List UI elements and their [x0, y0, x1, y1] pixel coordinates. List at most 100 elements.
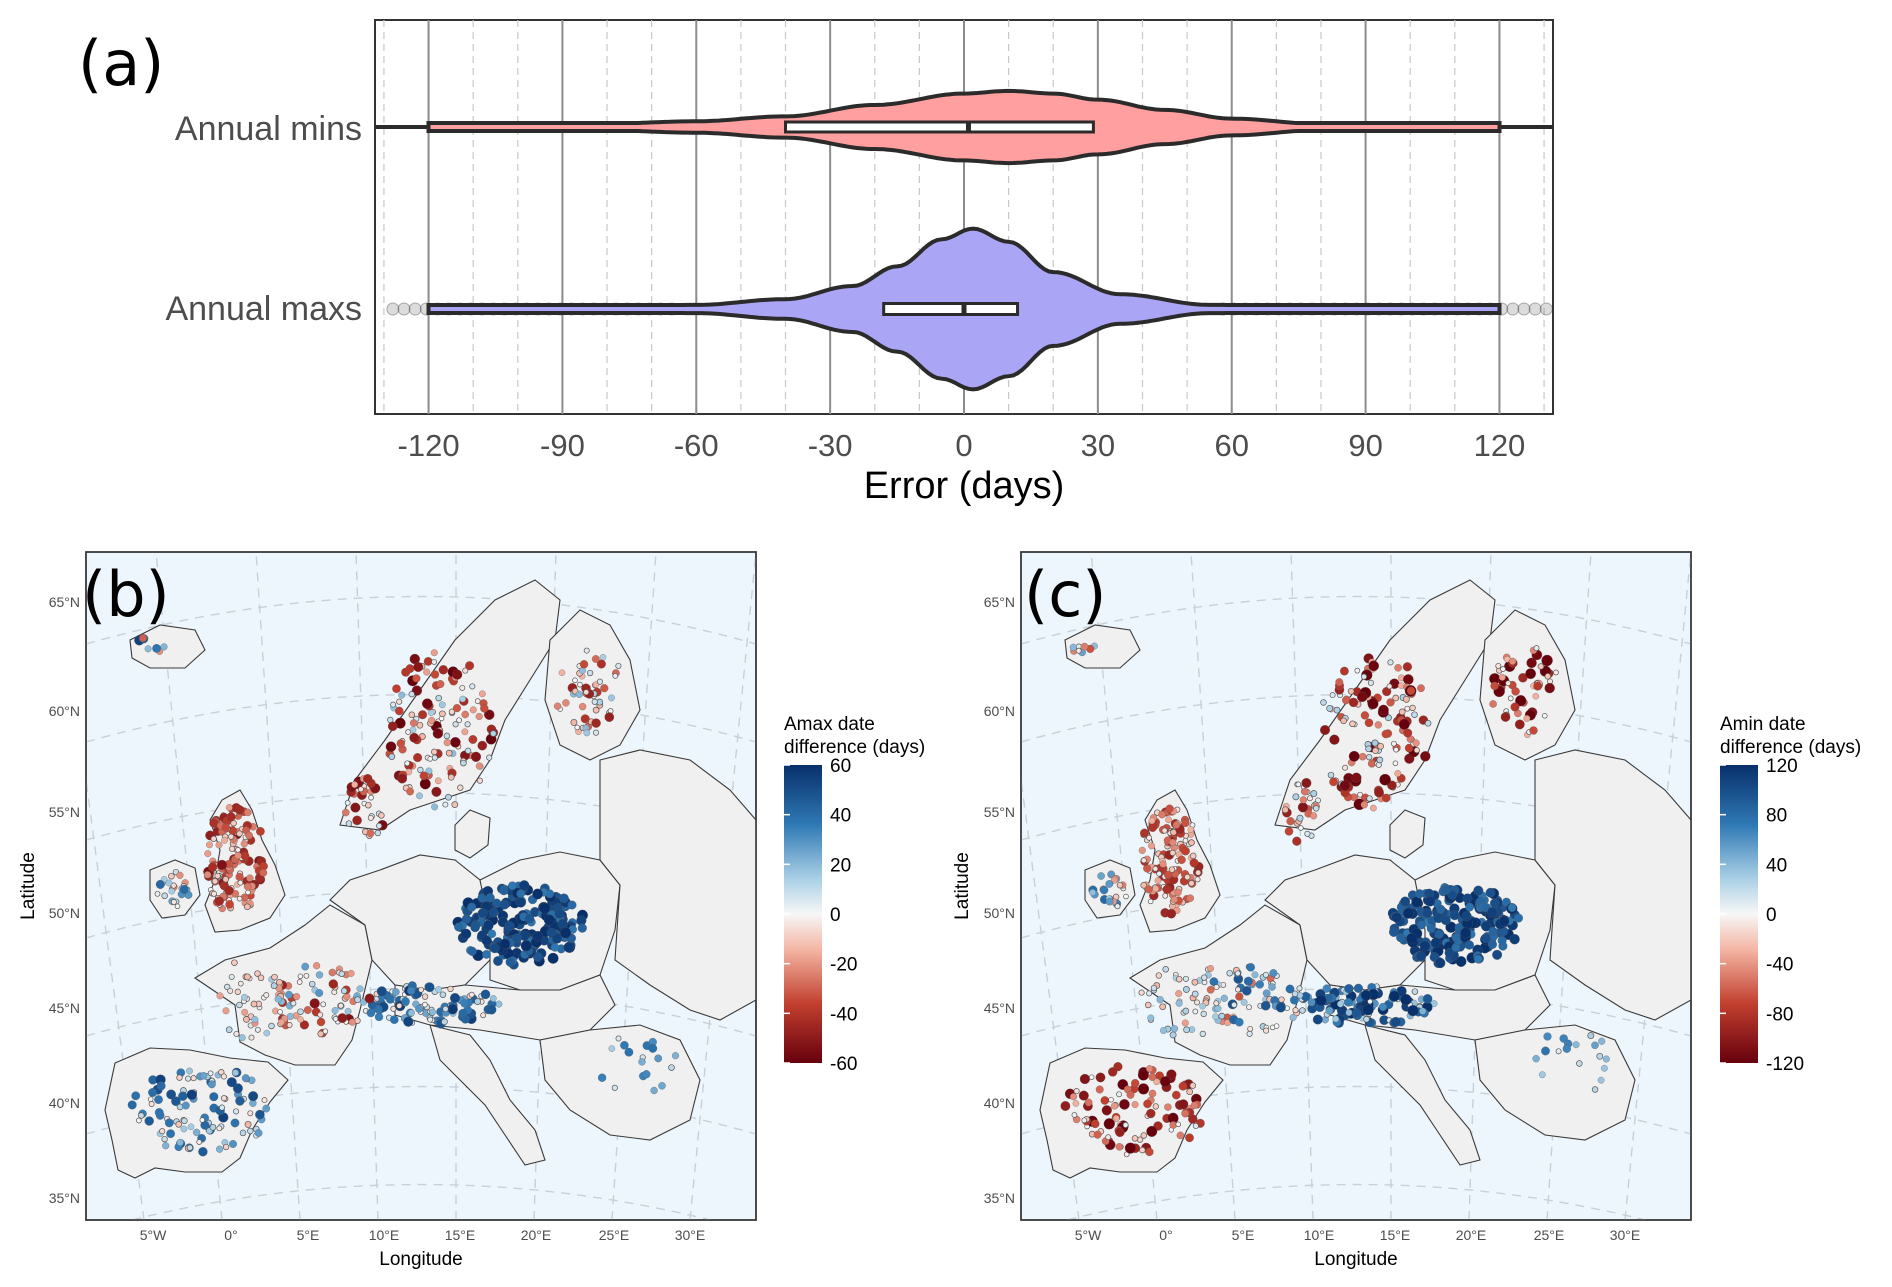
station-point — [1487, 906, 1498, 918]
latitude-tick-label: 45°N — [984, 1000, 1015, 1016]
station-point — [1089, 889, 1097, 896]
station-point — [1292, 836, 1302, 846]
station-point — [240, 840, 248, 848]
station-point — [1367, 998, 1373, 1005]
station-point — [1246, 963, 1255, 972]
station-point — [161, 892, 168, 900]
station-point — [1345, 1009, 1353, 1017]
station-point — [1304, 830, 1311, 837]
station-point — [1498, 673, 1506, 681]
country-shape — [1364, 1024, 1481, 1166]
station-point — [262, 1104, 271, 1113]
station-point — [1206, 985, 1215, 994]
station-point — [1597, 1076, 1605, 1084]
station-point — [431, 786, 442, 797]
station-point — [186, 1067, 193, 1075]
station-point — [278, 1018, 285, 1026]
station-point — [1220, 994, 1228, 1002]
station-point — [461, 914, 472, 924]
station-point — [1498, 915, 1510, 927]
station-point — [1329, 734, 1340, 745]
station-point — [236, 830, 243, 837]
station-point — [1126, 1090, 1135, 1099]
station-point — [1523, 715, 1531, 722]
country-shape — [599, 749, 756, 1021]
station-point — [178, 1091, 188, 1101]
station-point — [1526, 657, 1537, 669]
station-point — [1284, 827, 1294, 836]
station-point — [251, 1016, 259, 1024]
station-point — [257, 974, 265, 982]
station-point — [1170, 896, 1178, 904]
station-point — [248, 1091, 259, 1102]
station-point — [1329, 692, 1336, 699]
station-point — [144, 1116, 154, 1126]
longitude-tick-label: 25°E — [599, 1227, 630, 1243]
station-point — [176, 1074, 183, 1081]
station-point — [1398, 708, 1406, 716]
station-point — [196, 1139, 203, 1145]
station-point — [303, 972, 310, 979]
station-point — [1131, 1101, 1139, 1108]
station-point — [1075, 647, 1082, 654]
longitude-tick-label: 5°W — [140, 1227, 167, 1243]
station-point — [1174, 888, 1182, 897]
station-point — [1417, 684, 1425, 693]
station-point — [1529, 726, 1538, 735]
station-point — [417, 766, 424, 774]
station-point — [1140, 1132, 1148, 1139]
station-point — [1069, 1093, 1078, 1101]
station-point — [1377, 742, 1384, 750]
station-point — [493, 956, 503, 966]
legend-tick-label: 120 — [1766, 756, 1798, 777]
station-point — [1312, 1014, 1323, 1025]
station-point — [1390, 1016, 1401, 1027]
station-point — [162, 1142, 170, 1150]
station-point — [416, 721, 424, 729]
station-point — [1182, 985, 1190, 993]
station-point — [1587, 1032, 1595, 1040]
station-point — [1360, 711, 1370, 720]
station-point — [364, 993, 375, 1004]
station-point — [148, 1101, 155, 1107]
station-point — [508, 881, 517, 890]
station-point — [351, 781, 359, 788]
station-point — [392, 684, 401, 693]
station-point — [1378, 1002, 1388, 1011]
station-point — [412, 674, 421, 683]
station-point — [1541, 1046, 1550, 1056]
latitude-tick-label: 55°N — [984, 804, 1015, 820]
station-point — [1295, 781, 1302, 788]
station-point — [235, 872, 244, 882]
longitude-tick-label: 0° — [1159, 1227, 1172, 1243]
station-point — [1148, 1073, 1157, 1081]
station-point — [624, 1047, 634, 1057]
station-point — [1601, 1064, 1608, 1072]
violin-annual-mins — [375, 88, 1553, 166]
station-point — [1362, 1004, 1374, 1016]
country-shape — [1064, 624, 1141, 669]
latitude-line — [1021, 595, 1691, 645]
station-point — [216, 1145, 224, 1153]
station-point — [138, 1112, 145, 1119]
station-point — [388, 753, 396, 760]
station-point — [228, 973, 235, 980]
station-point — [1402, 662, 1412, 672]
station-point — [225, 1026, 233, 1034]
station-point — [407, 986, 416, 995]
station-point — [489, 943, 500, 954]
station-point — [1368, 660, 1379, 672]
station-point — [221, 823, 231, 832]
station-point — [1357, 691, 1368, 703]
station-point — [231, 959, 238, 966]
station-point — [596, 659, 606, 669]
station-point — [1296, 985, 1303, 992]
station-point — [416, 792, 423, 800]
station-point — [1420, 751, 1431, 762]
station-point — [317, 1011, 324, 1018]
station-point — [604, 712, 615, 722]
station-point — [407, 1009, 415, 1017]
station-point — [583, 729, 591, 737]
station-point — [1108, 1096, 1114, 1103]
station-point — [1419, 1007, 1427, 1015]
